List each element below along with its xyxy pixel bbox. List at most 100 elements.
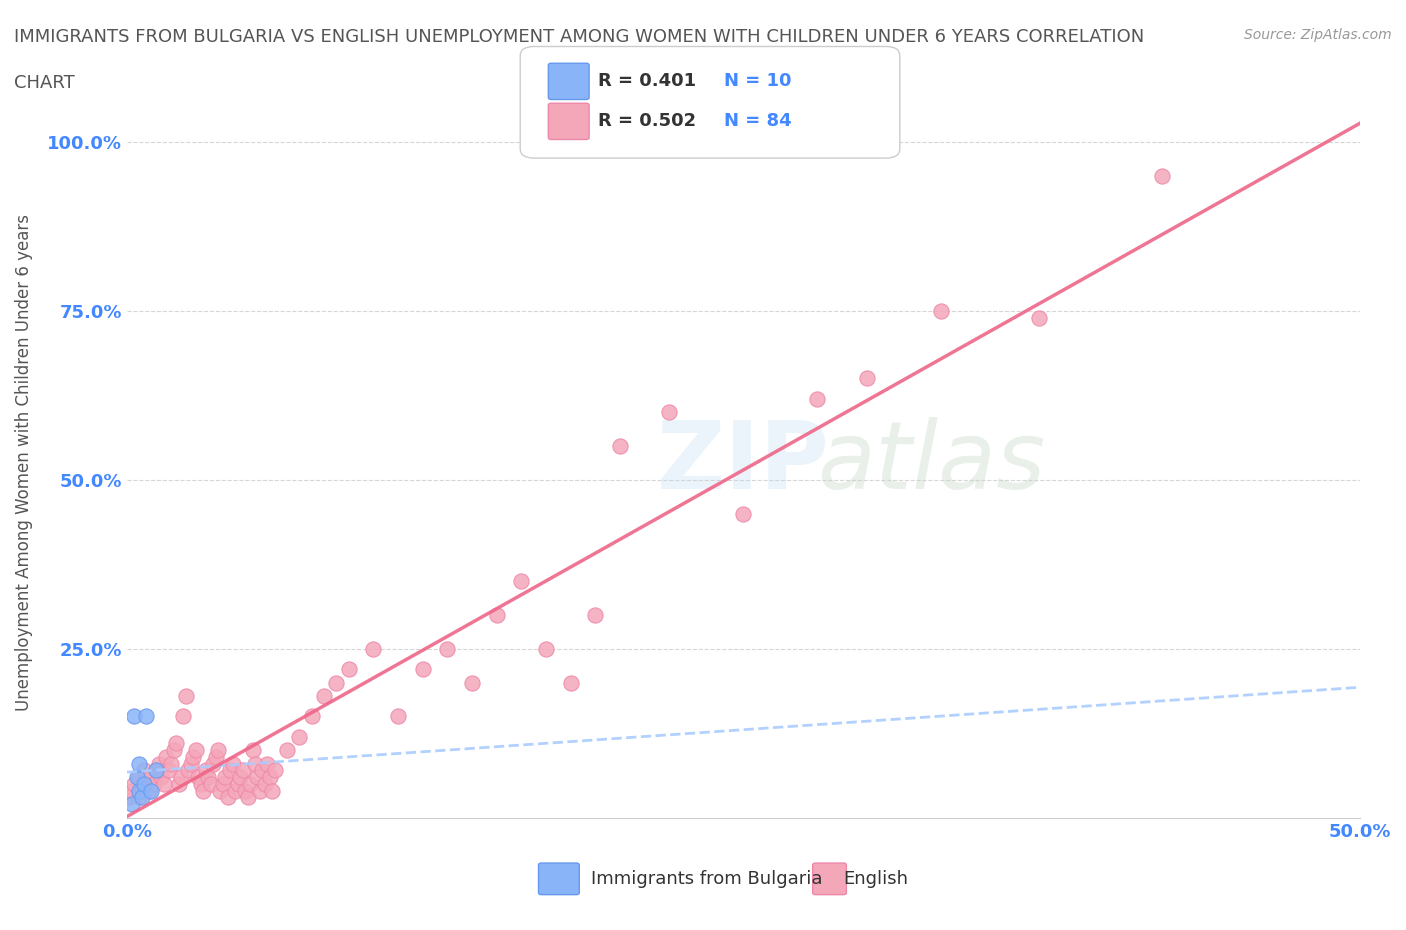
Text: English: English <box>844 870 908 888</box>
Point <box>658 405 681 419</box>
Point <box>184 743 207 758</box>
Text: N = 84: N = 84 <box>724 112 792 130</box>
Point <box>197 770 219 785</box>
Point <box>132 777 155 791</box>
Point <box>193 783 215 798</box>
Point <box>155 750 177 764</box>
Point <box>145 763 167 777</box>
Point <box>246 770 269 785</box>
Point <box>207 743 229 758</box>
Point <box>118 790 141 804</box>
Point <box>301 709 323 724</box>
Point <box>128 783 150 798</box>
Text: IMMIGRANTS FROM BULGARIA VS ENGLISH UNEMPLOYMENT AMONG WOMEN WITH CHILDREN UNDER: IMMIGRANTS FROM BULGARIA VS ENGLISH UNEM… <box>14 28 1144 46</box>
Point <box>165 736 187 751</box>
Point <box>187 770 209 785</box>
Point <box>183 750 205 764</box>
Point <box>150 770 173 785</box>
Text: R = 0.502: R = 0.502 <box>598 112 696 130</box>
Point <box>122 777 145 791</box>
Point <box>236 790 259 804</box>
Point <box>560 675 582 690</box>
Point <box>152 777 174 791</box>
Point <box>733 506 755 521</box>
Point <box>131 783 153 798</box>
Point <box>209 783 232 798</box>
Point <box>288 729 311 744</box>
Point <box>855 371 877 386</box>
Point <box>194 763 217 777</box>
Point <box>122 709 145 724</box>
Point <box>170 770 193 785</box>
Point <box>239 777 262 791</box>
Point <box>190 777 212 791</box>
Point <box>1028 310 1050 325</box>
Point <box>214 770 236 785</box>
Point <box>262 783 284 798</box>
Point <box>243 756 266 771</box>
Point <box>412 661 434 676</box>
Point <box>252 763 274 777</box>
Text: atlas: atlas <box>817 418 1046 509</box>
Point <box>141 770 163 785</box>
Point <box>461 675 484 690</box>
Point <box>180 756 202 771</box>
Point <box>128 790 150 804</box>
Point <box>217 790 239 804</box>
Point <box>256 756 278 771</box>
Point <box>387 709 409 724</box>
Point <box>253 777 276 791</box>
Point <box>138 783 160 798</box>
Point <box>337 661 360 676</box>
Point <box>157 763 180 777</box>
Y-axis label: Unemployment Among Women with Children Under 6 years: Unemployment Among Women with Children U… <box>15 215 32 711</box>
Point <box>249 783 271 798</box>
Text: ZIP: ZIP <box>657 417 830 509</box>
Point <box>1152 168 1174 183</box>
Point <box>172 709 194 724</box>
Point <box>583 607 606 622</box>
Point <box>135 777 157 791</box>
Point <box>212 777 235 791</box>
Point <box>312 688 335 703</box>
Point <box>121 783 143 798</box>
Point <box>233 783 256 798</box>
Point <box>177 763 200 777</box>
Text: CHART: CHART <box>14 74 75 92</box>
Point <box>135 709 157 724</box>
Point <box>806 392 828 406</box>
Point <box>276 743 298 758</box>
Point <box>148 756 170 771</box>
Point <box>232 763 254 777</box>
Point <box>145 763 167 777</box>
Point <box>131 790 153 804</box>
Point <box>219 763 242 777</box>
Point <box>263 763 285 777</box>
Point <box>259 770 281 785</box>
Point <box>125 770 148 785</box>
Point <box>485 607 508 622</box>
Text: R = 0.401: R = 0.401 <box>598 72 696 90</box>
Point <box>224 783 246 798</box>
Point <box>128 756 150 771</box>
Text: N = 10: N = 10 <box>724 72 792 90</box>
Text: Immigrants from Bulgaria: Immigrants from Bulgaria <box>591 870 823 888</box>
Point <box>436 642 458 657</box>
Text: Source: ZipAtlas.com: Source: ZipAtlas.com <box>1244 28 1392 42</box>
Point <box>141 783 163 798</box>
Point <box>929 303 952 318</box>
Point <box>363 642 385 657</box>
Point <box>534 642 557 657</box>
Point <box>200 777 222 791</box>
Point <box>325 675 347 690</box>
Point <box>132 763 155 777</box>
Point <box>202 756 225 771</box>
Point <box>222 756 245 771</box>
Point <box>229 770 252 785</box>
Point <box>160 756 183 771</box>
Point <box>204 750 226 764</box>
Point <box>121 797 143 812</box>
Point <box>609 439 631 454</box>
Point <box>226 777 249 791</box>
Point <box>167 777 190 791</box>
